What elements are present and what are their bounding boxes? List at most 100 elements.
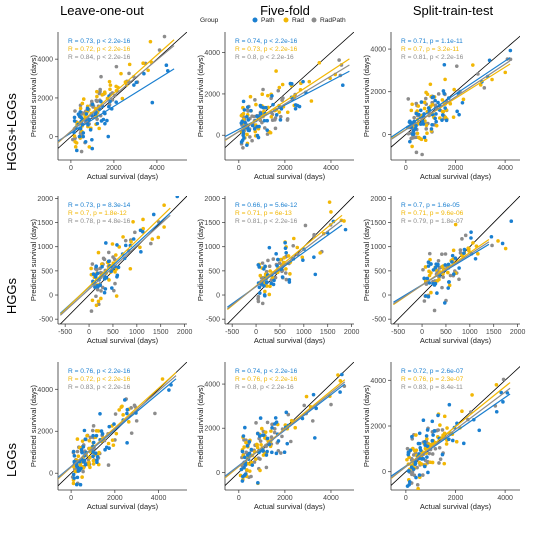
point-path: [94, 273, 98, 277]
point-path: [103, 287, 108, 291]
point-rad: [141, 61, 145, 66]
y-tick-label: -500: [206, 317, 220, 324]
point-path: [261, 105, 265, 110]
point-rad: [258, 273, 263, 278]
point-rad: [461, 97, 466, 102]
point-radpath: [134, 419, 139, 423]
point-radpath: [433, 447, 438, 451]
point-path: [343, 227, 348, 232]
point-radpath: [421, 473, 425, 477]
point-path: [242, 473, 247, 478]
stat-label-path: R = 0.74, p < 2.2e-16: [235, 368, 298, 375]
point-rad: [148, 39, 153, 44]
x-tick-label: 0: [69, 165, 73, 172]
point-rad: [440, 98, 445, 102]
panel-r1-c1: -500 0 500 1000 1500 2000 -500 0 500 1000 1500 2000…: [196, 196, 360, 345]
point-rad: [129, 240, 133, 244]
x-tick-label: 0: [420, 329, 424, 336]
point-path: [427, 281, 432, 285]
point-path: [252, 127, 257, 131]
point-path: [406, 469, 411, 473]
point-rad: [278, 257, 283, 262]
point-path: [311, 392, 316, 397]
point-rad: [447, 283, 452, 288]
point-path: [413, 462, 417, 467]
point-path: [421, 122, 426, 126]
point-rad: [97, 126, 101, 131]
point-rad: [409, 108, 414, 113]
point-path: [80, 450, 84, 455]
identity-line: [392, 196, 520, 324]
point-rad: [120, 96, 125, 101]
y-tick-label: 0: [49, 293, 53, 300]
point-rad: [86, 462, 90, 467]
point-path: [175, 196, 180, 199]
point-path: [433, 116, 437, 121]
point-rad: [103, 91, 107, 96]
point-path: [90, 146, 95, 151]
point-rad: [269, 429, 273, 433]
point-path: [240, 119, 244, 124]
point-radpath: [490, 243, 494, 248]
point-rad: [245, 132, 249, 137]
y-tick-label: 2000: [370, 89, 386, 96]
point-path: [125, 407, 130, 412]
point-rad: [114, 294, 119, 298]
fit-line-radpath: [391, 387, 511, 479]
point-radpath: [266, 258, 270, 263]
point-radpath: [248, 135, 252, 139]
point-path: [446, 262, 451, 267]
point-path: [436, 262, 440, 267]
point-path: [297, 104, 302, 109]
point-path: [256, 263, 261, 267]
point-path: [106, 104, 111, 109]
point-path: [455, 109, 459, 114]
point-rad: [445, 426, 449, 430]
stat-label-path: R = 0.76, p < 2.2e-16: [68, 368, 131, 375]
point-rad: [91, 462, 96, 466]
point-radpath: [94, 267, 99, 272]
fit-line-radpath: [58, 375, 177, 480]
point-radpath: [99, 74, 103, 79]
point-path: [414, 111, 419, 116]
point-radpath: [443, 252, 448, 256]
y-tick-label: 1000: [370, 244, 386, 251]
point-rad: [87, 438, 92, 443]
x-tick-label: 4000: [149, 165, 165, 172]
point-path: [418, 448, 423, 453]
point-radpath: [129, 431, 134, 435]
point-rad: [454, 439, 459, 444]
point-path: [443, 263, 448, 267]
point-path: [406, 452, 411, 457]
point-rad: [428, 460, 433, 465]
point-path: [276, 439, 281, 443]
point-path: [265, 280, 269, 284]
point-path: [112, 422, 116, 426]
point-rad: [442, 461, 447, 466]
point-rad: [94, 428, 99, 433]
point-radpath: [271, 257, 276, 261]
point-radpath: [111, 255, 115, 259]
y-axis-label: Predicted survival (days): [29, 384, 38, 467]
x-tick-label: 2000: [277, 495, 293, 502]
point-path: [115, 243, 119, 247]
stat-label-rad: R = 0.73, p < 2.2e-16: [235, 46, 298, 53]
x-tick-label: 4000: [497, 165, 513, 172]
point-radpath: [75, 449, 80, 454]
point-path: [81, 134, 85, 139]
point-rad: [277, 110, 282, 114]
point-path: [258, 103, 263, 108]
point-radpath: [273, 275, 278, 280]
point-rad: [478, 83, 483, 87]
point-rad: [429, 271, 433, 275]
identity-line: [225, 32, 354, 149]
point-path: [262, 118, 267, 123]
x-tick-label: 0: [254, 329, 258, 336]
point-path: [267, 442, 272, 447]
point-path: [422, 135, 427, 140]
point-path: [95, 284, 100, 288]
point-path: [434, 112, 438, 116]
point-path: [249, 108, 253, 113]
